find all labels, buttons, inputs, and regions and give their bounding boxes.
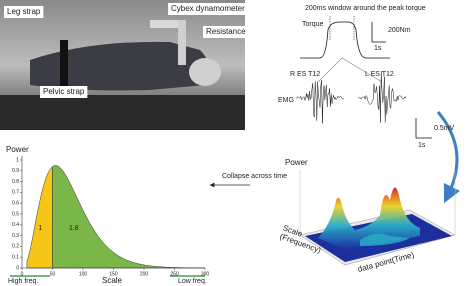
- signal-label: 0.5mV: [434, 125, 455, 132]
- x-tick-label: 150: [109, 271, 118, 277]
- signal-label: 1s: [418, 142, 426, 149]
- flow-arrow: [436, 111, 461, 204]
- x-tick-label: 200: [140, 271, 149, 277]
- area-label: 1.8: [69, 225, 79, 232]
- emg-trace: [295, 80, 345, 124]
- torque-trace: [300, 21, 390, 59]
- y-tick-label: 0.7: [12, 190, 19, 196]
- connector: [317, 57, 343, 83]
- y-tick-label: 0.5: [12, 211, 19, 217]
- x-tick-label: 100: [79, 271, 88, 277]
- photo-label: Resistance: [206, 27, 246, 36]
- signal-label: 200ms window around the peak torque: [305, 5, 426, 12]
- left-note: High freq.: [8, 278, 38, 285]
- y-tick-label: 0.6: [12, 201, 19, 207]
- scale-bar: [371, 22, 386, 43]
- y-tick-label: 1: [16, 157, 19, 163]
- x-tick-label: 50: [50, 271, 56, 277]
- area-label: 1: [38, 225, 42, 232]
- y-tick-label: 0.3: [12, 233, 19, 239]
- scale-bar: [415, 118, 432, 139]
- area-high: [26, 166, 53, 269]
- y-tick-label: 0.2: [12, 244, 19, 250]
- photo: [0, 0, 245, 130]
- signal-label: L ES T12: [365, 71, 394, 78]
- x-axis-title: Scale: [102, 276, 123, 285]
- signal-label: R ES T12: [290, 71, 320, 78]
- y-tick-label: 0.4: [12, 222, 19, 228]
- photo-label: Leg strap: [7, 7, 41, 16]
- surface-plot: [299, 170, 456, 266]
- photo-label: Cybex dynamometer: [171, 4, 245, 13]
- photo-label: Pelvic strap: [43, 87, 85, 96]
- signal-label: 200Nm: [388, 27, 411, 34]
- signal-label: EMG: [278, 97, 294, 104]
- y-tick-label: 0.8: [12, 179, 19, 185]
- label-box: [40, 86, 88, 98]
- connector: [341, 57, 383, 83]
- label-box: [168, 3, 248, 15]
- y-tick-label: 0.9: [12, 168, 19, 174]
- y-tick-label: 0.1: [12, 255, 19, 261]
- axis-label: Power: [285, 158, 308, 167]
- x-tick-label: 300: [201, 271, 210, 277]
- x-tick-label: 0: [21, 271, 24, 277]
- label-box: [203, 26, 249, 38]
- emg-trace: [357, 71, 407, 123]
- area-low: [52, 165, 206, 269]
- signal-label: Torque: [302, 21, 324, 28]
- y-axis-title: Power: [6, 145, 29, 154]
- signal-label: 1s: [374, 45, 382, 52]
- x-tick-label: 250: [170, 271, 179, 277]
- y-tick-label: 0: [16, 265, 19, 271]
- label-box: [4, 6, 44, 18]
- right-note: Low freq.: [178, 278, 207, 285]
- arrow-note: Collapse across time: [222, 173, 287, 180]
